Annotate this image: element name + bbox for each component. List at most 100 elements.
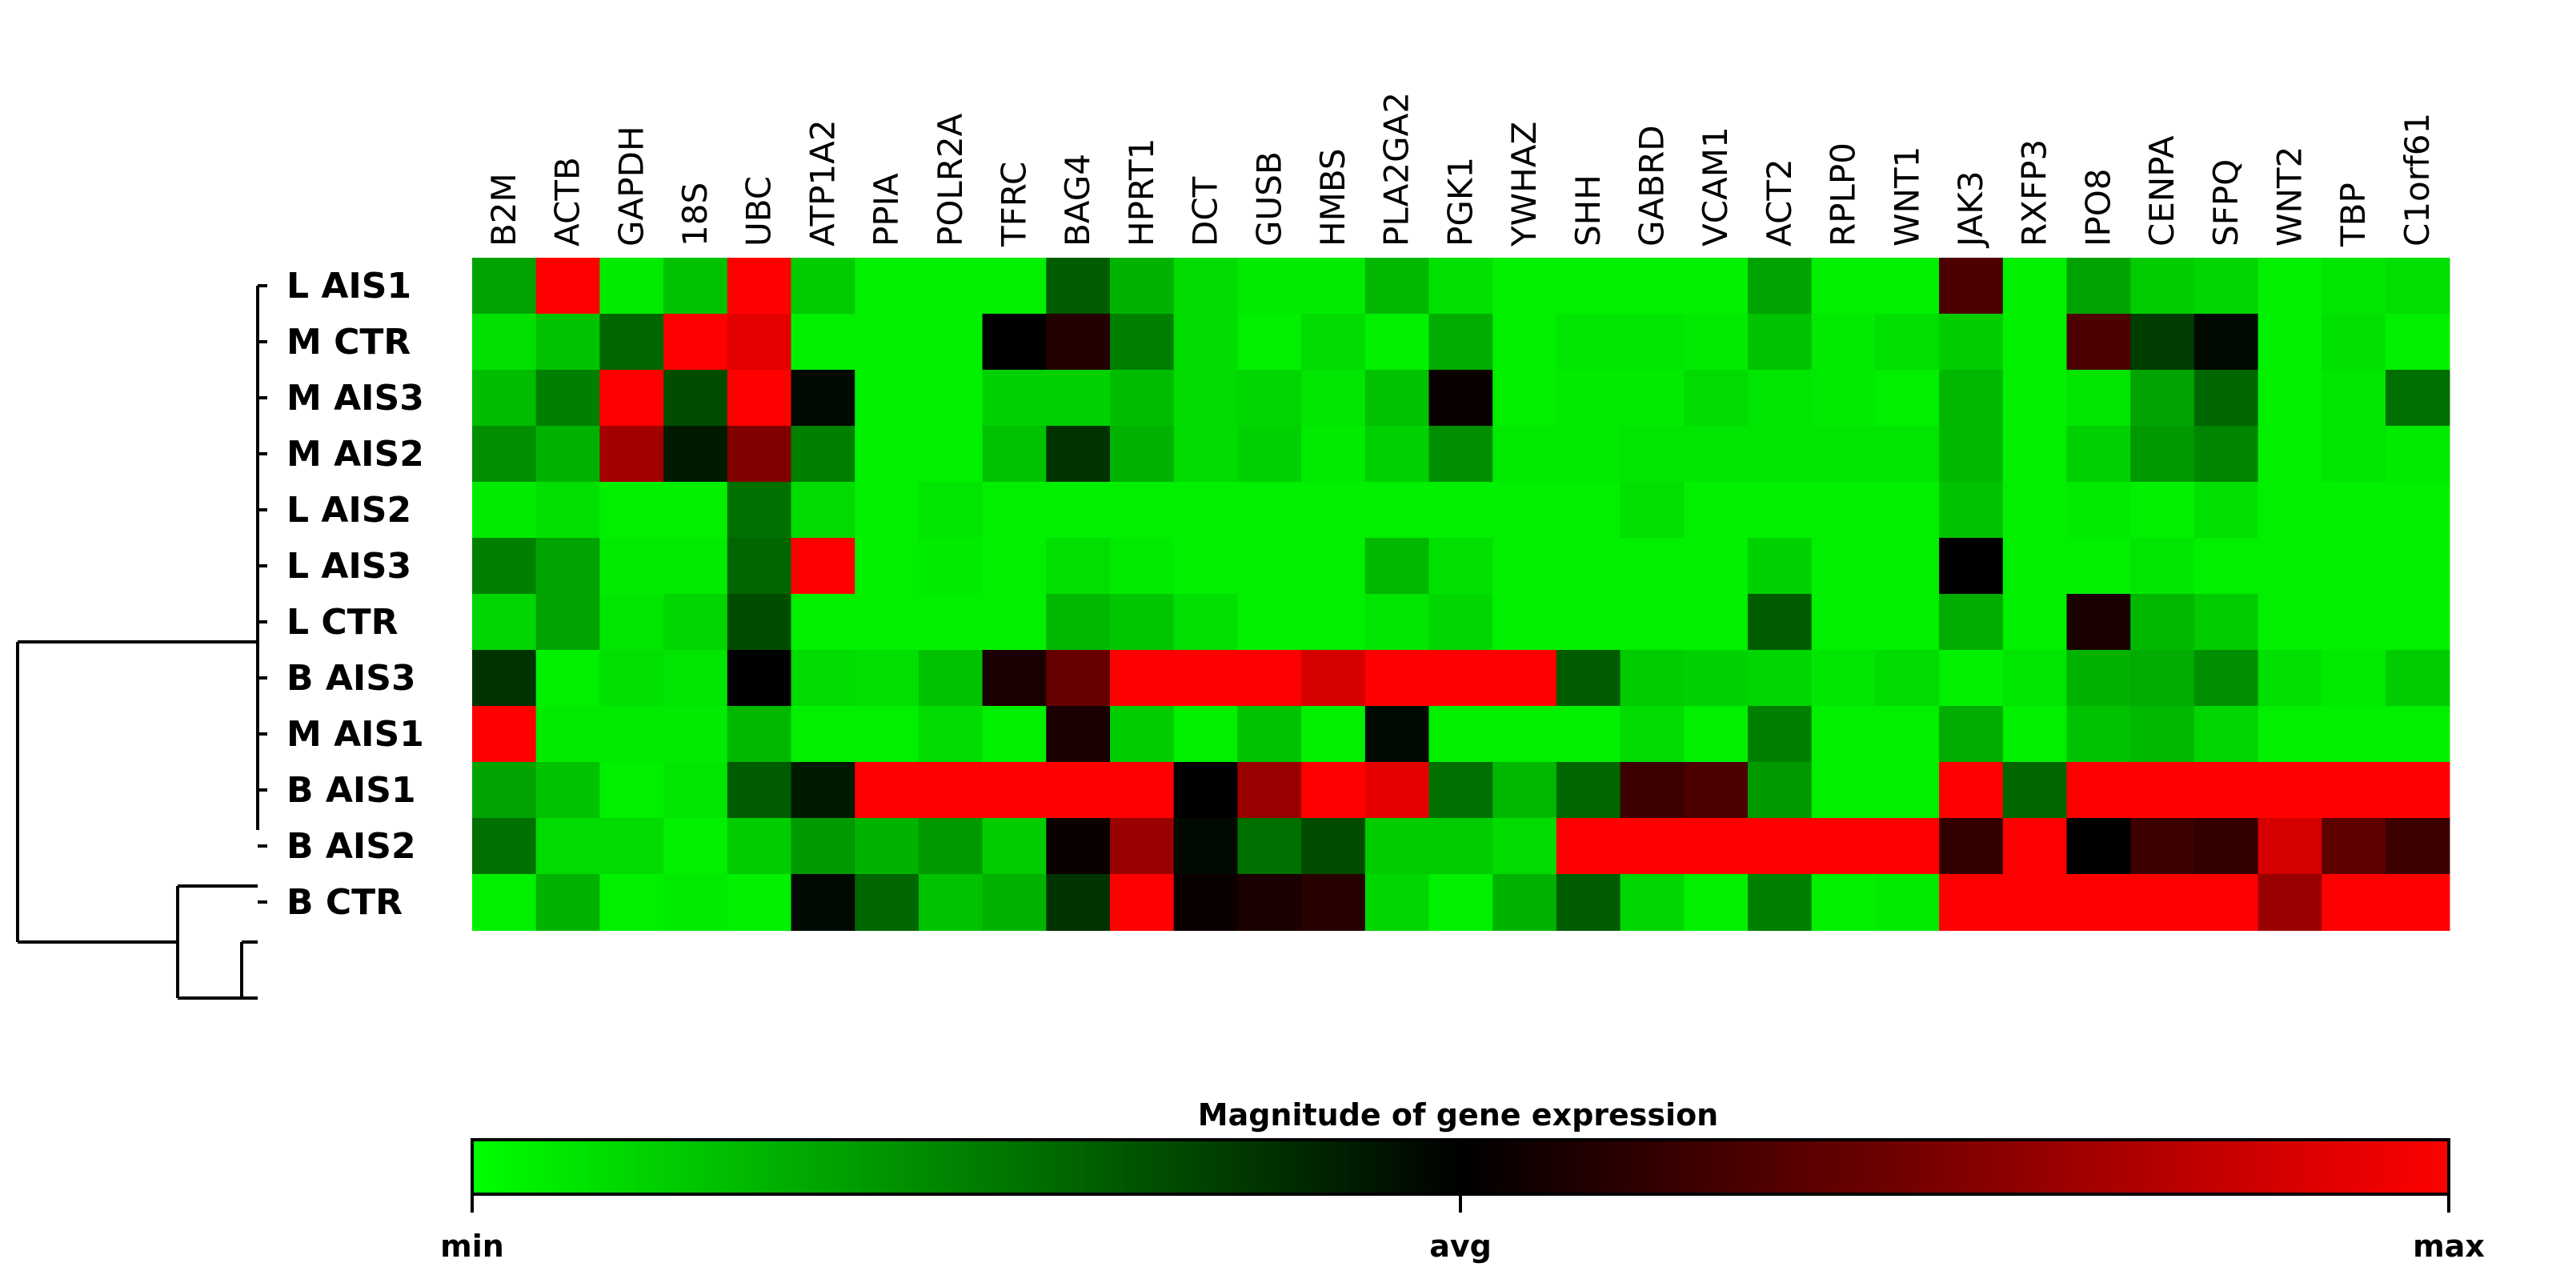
heatmap-cell — [1811, 762, 1877, 819]
heatmap-cell — [2066, 538, 2131, 595]
heatmap-cell — [1492, 762, 1557, 819]
heatmap-cell — [1875, 258, 1940, 315]
heatmap-cell — [1939, 818, 2004, 875]
heatmap-cell — [727, 538, 792, 595]
heatmap-cell — [1811, 818, 1877, 875]
heatmap-cell — [1301, 762, 1366, 819]
heatmap-cell — [1811, 650, 1877, 707]
heatmap-cell — [1301, 594, 1366, 651]
heatmap-cell — [1556, 258, 1621, 315]
heatmap-cell — [1939, 426, 2004, 483]
heatmap-cell — [1237, 818, 1302, 875]
heatmap-cell — [1492, 258, 1557, 315]
colorbar-label-avg: avg — [1429, 1229, 1492, 1264]
heatmap-cell — [1110, 426, 1175, 483]
heatmap-cell — [2066, 650, 2131, 707]
heatmap-cell — [727, 314, 792, 371]
heatmap-cell — [1046, 538, 1111, 595]
heatmap-cell — [663, 482, 728, 539]
heatmap-cell — [1110, 706, 1175, 763]
heatmap-cell — [982, 706, 1048, 763]
heatmap-cell — [2386, 370, 2450, 427]
heatmap-cell — [2258, 762, 2323, 819]
heatmap-cell — [2002, 538, 2068, 595]
heatmap-cell — [918, 538, 984, 595]
heatmap-cell — [1364, 762, 1430, 819]
column-label: CENPA — [2142, 135, 2181, 247]
heatmap-cell — [1620, 258, 1685, 315]
column-label: HPRT1 — [1122, 138, 1161, 247]
heatmap-cell — [599, 426, 664, 483]
heatmap-cell — [1492, 482, 1557, 539]
heatmap-cell — [599, 650, 664, 707]
heatmap-cell — [2002, 874, 2068, 931]
column-label: WNT1 — [1887, 146, 1926, 247]
heatmap-cell — [1556, 426, 1621, 483]
heatmap-cell — [1811, 594, 1877, 651]
colorbar-label-max: max — [2413, 1229, 2485, 1264]
heatmap-cell — [1173, 762, 1239, 819]
heatmap-cell — [472, 874, 537, 931]
heatmap-cell — [1811, 426, 1877, 483]
colorbar: Magnitude of gene expression min avg max — [440, 1097, 2485, 1264]
heatmap-cell — [1875, 314, 1940, 371]
heatmap-cell — [1811, 370, 1877, 427]
heatmap-cell — [1939, 706, 2004, 763]
heatmap-cell — [1620, 874, 1685, 931]
heatmap-cell — [1748, 370, 1813, 427]
column-label: ATP1A2 — [803, 119, 842, 247]
heatmap-cell — [2322, 594, 2386, 651]
heatmap-cell — [1684, 370, 1749, 427]
heatmap-cell — [1939, 650, 2004, 707]
heatmap-cell — [727, 482, 792, 539]
heatmap-cell — [1046, 762, 1111, 819]
heatmap-cell — [918, 594, 984, 651]
heatmap-cell — [1046, 594, 1111, 651]
heatmap-cell — [1939, 258, 2004, 315]
heatmap-cell — [2130, 594, 2195, 651]
heatmap-cell — [2002, 482, 2068, 539]
heatmap-cell — [1301, 258, 1366, 315]
heatmap-cell — [2002, 762, 2068, 819]
heatmap-cell — [535, 818, 601, 875]
heatmap-cell — [1428, 314, 1493, 371]
heatmap-cell — [2193, 258, 2259, 315]
heatmap-cell — [1173, 370, 1239, 427]
heatmap-cell — [2066, 874, 2131, 931]
heatmap-cell — [1556, 314, 1621, 371]
heatmap-cell — [2066, 314, 2131, 371]
heatmap-cell — [1110, 314, 1175, 371]
heatmap-cell — [1237, 426, 1302, 483]
heatmap-cell — [1875, 426, 1940, 483]
column-label: SFPQ — [2206, 159, 2245, 247]
heatmap-cell — [791, 762, 855, 819]
row-label: L AIS2 — [286, 490, 411, 531]
heatmap-cell — [663, 370, 728, 427]
row-label: M AIS2 — [286, 434, 424, 475]
heatmap-cell — [1620, 650, 1685, 707]
column-label: C1orf61 — [2398, 113, 2437, 247]
heatmap-cell — [2066, 762, 2131, 819]
heatmap-cell — [472, 482, 537, 539]
column-label: JAK3 — [1951, 170, 1990, 249]
heatmap-cell — [1428, 874, 1493, 931]
heatmap-cell — [1046, 706, 1111, 763]
column-label: 18S — [675, 182, 715, 247]
heatmap-cell — [918, 762, 984, 819]
heatmap-cell — [535, 594, 601, 651]
heatmap-cell — [599, 538, 664, 595]
heatmap-cell — [1748, 482, 1813, 539]
column-label: TFRC — [994, 162, 1033, 247]
heatmap-cell — [2258, 874, 2323, 931]
heatmap-cell — [535, 650, 601, 707]
heatmap-cell — [1556, 874, 1621, 931]
heatmap-cell — [2322, 706, 2386, 763]
heatmap-cell — [2130, 314, 2195, 371]
heatmap-cell — [1301, 706, 1366, 763]
heatmap-cell — [1684, 650, 1749, 707]
row-labels: L AIS1 M CTR M AIS3 M AIS2 L AIS2 L AIS3 L CTR… — [258, 266, 424, 923]
heatmap-cell — [2193, 762, 2259, 819]
heatmap-cell — [2322, 874, 2386, 931]
heatmap-cell — [1811, 706, 1877, 763]
